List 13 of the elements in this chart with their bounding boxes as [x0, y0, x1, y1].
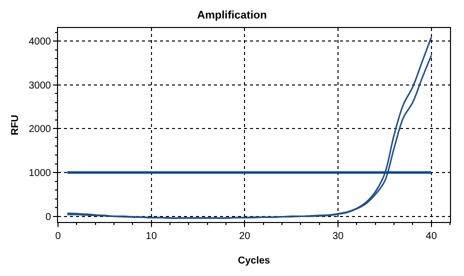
x-tick-label: 0 [55, 231, 62, 242]
x-tick-label: 30 [332, 231, 344, 242]
x-tick-label: 20 [239, 231, 251, 242]
x-tick-label: 40 [426, 231, 438, 242]
x-tick-label: 10 [146, 231, 158, 242]
y-tick-label: 1000 [28, 168, 52, 180]
y-tick-label: 3000 [28, 80, 52, 92]
y-tick-label: 0 [45, 212, 52, 223]
chart-title: Amplification [197, 10, 268, 22]
y-tick-label: 2000 [28, 124, 52, 136]
x-axis-title: Cycles [238, 256, 271, 266]
y-tick-label: 4000 [28, 36, 52, 48]
y-axis-title: RFU [10, 114, 21, 136]
